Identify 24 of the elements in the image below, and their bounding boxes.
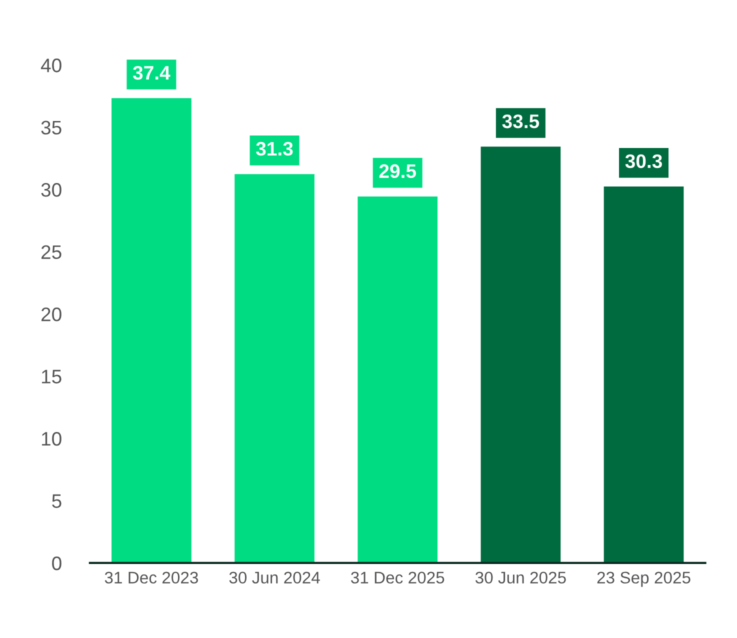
y-tick-label: 0 (52, 556, 62, 570)
data-label: 33.5 (502, 114, 540, 128)
y-tick-label: 5 (52, 494, 62, 508)
bar (233, 172, 316, 563)
bar (356, 195, 439, 563)
y-tick-label: 10 (42, 432, 62, 446)
x-tick-label: 30 Jun 2025 (475, 572, 566, 584)
data-label: 30.3 (625, 154, 662, 168)
x-tick-label: 31 Dec 2025 (350, 572, 444, 584)
bar (479, 145, 562, 563)
data-label: 29.5 (379, 164, 416, 178)
data-label: 31.3 (256, 142, 293, 156)
y-tick-label: 30 (41, 183, 62, 197)
x-tick-label: 23 Sep 2025 (597, 572, 690, 587)
x-tick-label: 31 Dec 2023 (104, 572, 198, 584)
x-tick-label: 30 Jun 2024 (229, 572, 320, 584)
y-tick-label: 25 (41, 245, 62, 260)
bar (602, 185, 686, 563)
data-label: 37.4 (132, 66, 170, 80)
y-tick-label: 35 (41, 120, 62, 135)
y-tick-label: 15 (42, 370, 62, 384)
y-tick-label: 40 (40, 58, 62, 72)
y-tick-label: 20 (41, 307, 62, 322)
bar (110, 96, 193, 563)
